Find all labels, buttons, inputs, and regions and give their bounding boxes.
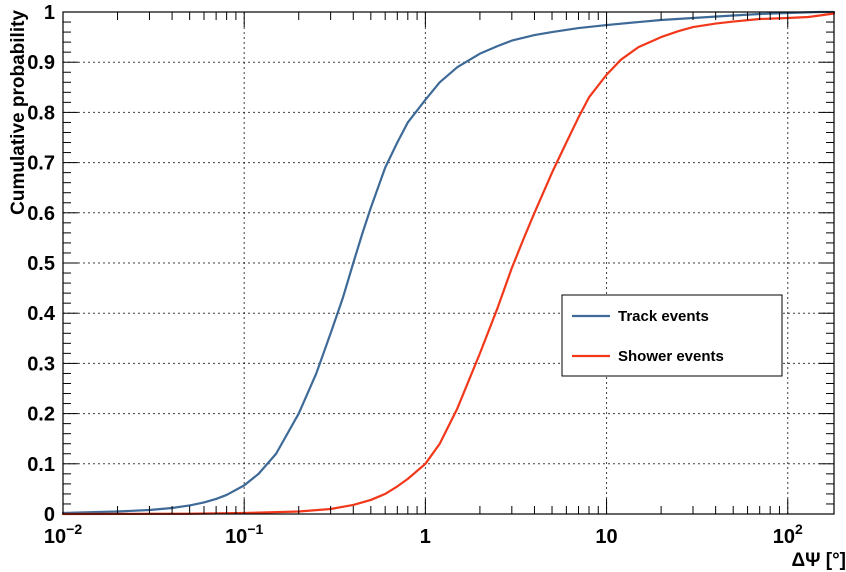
y-tick-label: 0.8 [27,102,55,124]
x-tick-label-base: 1 [420,526,431,548]
y-tick-label: 0.7 [27,153,55,175]
legend: Track events Shower events [561,294,783,377]
x-tick-label-base: 10 [225,526,247,548]
tick-labels: 10−2 10−1 1 10 10200.10.20.30.40.50.60.70.80… [27,2,803,548]
x-tick-label-base: 10 [595,526,617,548]
x-tick-label: 10−2 [44,521,82,548]
curves [61,10,836,516]
y-tick-label: 1 [44,2,55,24]
x-tick-label-base: 10 [773,526,795,548]
y-axis-title: Cumulative probability [8,10,29,215]
x-tick-label: 10−1 [225,521,263,548]
y-tick-label: 0 [44,504,55,526]
x-tick-label: 1 [420,526,431,548]
legend-label-shower: Shower events [618,348,724,365]
legend-box [561,294,783,377]
x-tick-label: 102 [773,521,803,548]
y-tick-label: 0.9 [27,52,55,74]
x-axis-title: ΔΨ [°] [791,550,846,571]
grid-lines [63,11,834,514]
x-tick-label-exponent: 2 [795,521,803,537]
x-tick-label: 10 [595,526,617,548]
axis-ticks [62,11,834,515]
y-tick-label: 0.5 [27,253,55,275]
track-events-curve [61,10,836,515]
y-tick-label: 0.4 [27,303,56,325]
y-tick-label: 0.2 [27,404,55,426]
y-tick-label: 0.6 [27,203,55,225]
legend-label-track: Track events [618,308,709,325]
y-tick-label: 0.1 [27,454,55,476]
y-tick-label: 0.3 [27,353,55,375]
x-tick-label-base: 10 [44,526,66,548]
x-tick-label-exponent: −1 [247,521,263,537]
shower-events-curve [61,12,836,516]
x-tick-label-exponent: −2 [66,521,82,537]
